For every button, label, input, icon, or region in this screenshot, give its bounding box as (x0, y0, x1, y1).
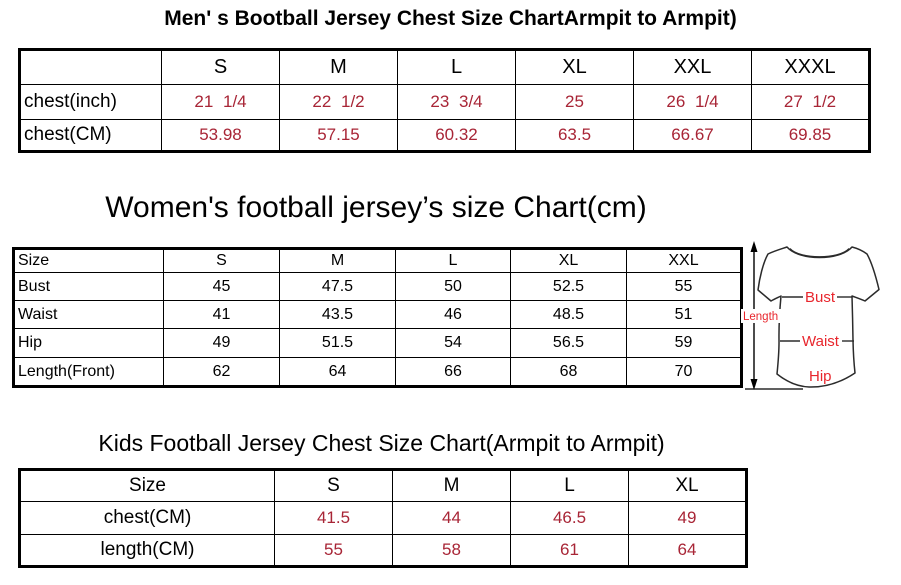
row-label: Hip (13, 328, 164, 358)
kids-length-m: 58 (392, 534, 511, 567)
bust-m: 47.5 (279, 272, 396, 301)
table-row-hip: Hip 49 51.5 54 56.5 59 (13, 328, 742, 358)
col-header-size: Size (13, 248, 164, 273)
table-header-row: S M L XL XXL XXXL (19, 49, 870, 85)
tshirt-outline-icon (757, 246, 880, 388)
collar-inner-line (789, 248, 850, 258)
chest-inch-xl: 25 (515, 84, 634, 120)
row-label: Waist (13, 300, 164, 329)
mens-chart-title: Men' s Bootball Jersey Chest Size ChartA… (164, 7, 737, 30)
col-header-m: M (279, 248, 396, 273)
col-header-s: S (161, 49, 280, 85)
tshirt-measure-diagram: Length Bust Waist Hip (741, 241, 880, 390)
length-label-backing (741, 309, 781, 323)
bust-l: 50 (395, 272, 511, 301)
col-header-size: Size (19, 469, 275, 502)
kids-length-xl: 64 (628, 534, 747, 567)
waist-xxl: 51 (626, 300, 742, 329)
chest-inch-xxxl: 27 1/2 (751, 84, 870, 120)
length-label: Length (743, 311, 778, 323)
womens-size-table: Size S M L XL XXL Bust 45 47.5 50 52.5 5… (12, 247, 743, 388)
chest-cm-xxxl: 69.85 (751, 119, 870, 152)
bust-label: Bust (805, 289, 836, 306)
hip-xl: 56.5 (510, 328, 627, 358)
chest-inch-l: 23 3/4 (397, 84, 516, 120)
mens-size-table: S M L XL XXL XXXL chest(inch) 21 1/4 22 … (18, 48, 871, 153)
table-row-waist: Waist 41 43.5 46 48.5 51 (13, 300, 742, 329)
kids-chest-l: 46.5 (510, 501, 629, 535)
chest-inch-xxl: 26 1/4 (633, 84, 752, 120)
hip-label: Hip (809, 368, 832, 385)
row-label: length(CM) (19, 534, 275, 567)
col-header-l: L (397, 49, 516, 85)
row-label: chest(CM) (19, 501, 275, 535)
length-s: 62 (163, 357, 280, 387)
col-header-xl: XL (628, 469, 747, 502)
col-header-xxl: XXL (633, 49, 752, 85)
waist-l: 46 (395, 300, 511, 329)
table-row-length-front: Length(Front) 62 64 66 68 70 (13, 357, 742, 387)
bust-xxl: 55 (626, 272, 742, 301)
col-header-s: S (163, 248, 280, 273)
chest-cm-l: 60.32 (397, 119, 516, 152)
col-header-s: S (274, 469, 393, 502)
row-label: chest(CM) (19, 119, 162, 152)
kids-length-l: 61 (510, 534, 629, 567)
hip-s: 49 (163, 328, 280, 358)
hip-l: 54 (395, 328, 511, 358)
table-header-row: Size S M L XL (19, 469, 747, 502)
length-l: 66 (395, 357, 511, 387)
col-header-xxxl: XXXL (751, 49, 870, 85)
kids-chest-s: 41.5 (274, 501, 393, 535)
length-m: 64 (279, 357, 396, 387)
womens-chart-title: Women's football jersey’s size Chart(cm) (105, 191, 647, 224)
table-row-chest-inch: chest(inch) 21 1/4 22 1/2 23 3/4 25 26 1… (19, 84, 870, 120)
bust-s: 45 (163, 272, 280, 301)
bust-xl: 52.5 (510, 272, 627, 301)
chest-cm-xl: 63.5 (515, 119, 634, 152)
kids-chest-xl: 49 (628, 501, 747, 535)
chest-inch-s: 21 1/4 (161, 84, 280, 120)
kids-size-table: Size S M L XL chest(CM) 41.5 44 46.5 49 … (18, 468, 748, 568)
table-row-chest-cm: chest(CM) 53.98 57.15 60.32 63.5 66.67 6… (19, 119, 870, 152)
col-header-xl: XL (515, 49, 634, 85)
waist-xl: 48.5 (510, 300, 627, 329)
waist-s: 41 (163, 300, 280, 329)
chest-cm-s: 53.98 (161, 119, 280, 152)
row-label: Length(Front) (13, 357, 164, 387)
row-label: chest(inch) (19, 84, 162, 120)
kids-chart-title: Kids Football Jersey Chest Size Chart(Ar… (98, 430, 665, 456)
table-row-chest-cm: chest(CM) 41.5 44 46.5 49 (19, 501, 747, 535)
table-row-length-cm: length(CM) 55 58 61 64 (19, 534, 747, 567)
col-header-m: M (392, 469, 511, 502)
col-header-l: L (510, 469, 629, 502)
hip-m: 51.5 (279, 328, 396, 358)
col-header-l: L (395, 248, 511, 273)
length-xxl: 70 (626, 357, 742, 387)
col-header-blank (19, 49, 162, 85)
chest-inch-m: 22 1/2 (279, 84, 398, 120)
col-header-xxl: XXL (626, 248, 742, 273)
waist-label: Waist (802, 333, 840, 350)
hip-xxl: 59 (626, 328, 742, 358)
length-xl: 68 (510, 357, 627, 387)
col-header-xl: XL (510, 248, 627, 273)
table-row-bust: Bust 45 47.5 50 52.5 55 (13, 272, 742, 301)
kids-length-s: 55 (274, 534, 393, 567)
col-header-m: M (279, 49, 398, 85)
table-header-row: Size S M L XL XXL (13, 248, 742, 273)
waist-m: 43.5 (279, 300, 396, 329)
chest-cm-m: 57.15 (279, 119, 398, 152)
chest-cm-xxl: 66.67 (633, 119, 752, 152)
row-label: Bust (13, 272, 164, 301)
kids-chest-m: 44 (392, 501, 511, 535)
